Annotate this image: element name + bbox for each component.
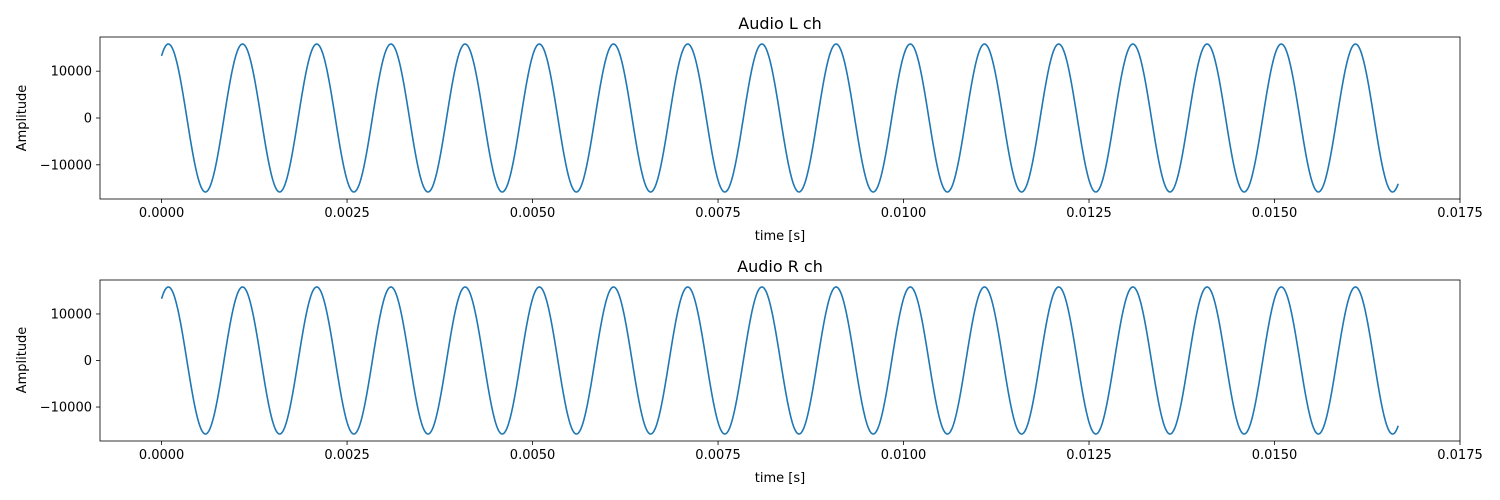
y-axis-ticks: −10000 0 10000 bbox=[40, 65, 100, 173]
chart-title: Audio R ch bbox=[737, 257, 823, 276]
x-axis-label: time [s] bbox=[755, 471, 805, 486]
x-axis-ticks: 0.0000 0.0025 0.0050 0.0075 0.0100 0.0125 0.01… bbox=[139, 441, 1483, 463]
x-tick-label: 0.0000 bbox=[139, 206, 185, 221]
x-tick-label: 0.0175 bbox=[1437, 448, 1483, 463]
y-axis-label: Amplitude bbox=[15, 327, 30, 394]
x-axis-ticks: 0.0000 0.0025 0.0050 0.0075 0.0100 0.0125 0.01… bbox=[139, 199, 1483, 221]
x-tick-label: 0.0175 bbox=[1437, 206, 1483, 221]
series-layer bbox=[160, 43, 1399, 193]
x-tick-label: 0.0150 bbox=[1252, 448, 1298, 463]
chart-left-channel: Audio L ch 0.0000 0.0025 0.0050 0.0075 0.010… bbox=[15, 14, 1483, 244]
x-tick-label: 0.0125 bbox=[1066, 206, 1112, 221]
series-layer bbox=[160, 286, 1399, 435]
chart-title: Audio L ch bbox=[738, 14, 822, 33]
y-axis-ticks: −10000 0 10000 bbox=[40, 307, 100, 416]
x-tick-label: 0.0025 bbox=[324, 206, 370, 221]
x-tick-label: 0.0100 bbox=[881, 448, 927, 463]
x-tick-label: 0.0125 bbox=[1066, 448, 1112, 463]
x-tick-label: 0.0000 bbox=[139, 448, 185, 463]
y-tick-label: 0 bbox=[84, 112, 92, 127]
x-tick-label: 0.0025 bbox=[324, 448, 370, 463]
y-tick-label: −10000 bbox=[40, 401, 92, 416]
y-axis-label: Amplitude bbox=[15, 85, 30, 152]
series-line bbox=[160, 286, 1399, 435]
y-tick-label: 0 bbox=[84, 354, 92, 369]
y-tick-label: −10000 bbox=[40, 158, 92, 173]
x-tick-label: 0.0050 bbox=[510, 448, 556, 463]
x-axis-label: time [s] bbox=[755, 229, 805, 244]
x-tick-label: 0.0075 bbox=[695, 206, 741, 221]
x-tick-label: 0.0150 bbox=[1252, 206, 1298, 221]
series-line bbox=[160, 43, 1399, 193]
y-tick-label: 10000 bbox=[51, 65, 92, 80]
x-tick-label: 0.0075 bbox=[695, 448, 741, 463]
y-tick-label: 10000 bbox=[51, 307, 92, 322]
x-tick-label: 0.0050 bbox=[510, 206, 556, 221]
chart-right-channel: Audio R ch 0.0000 0.0025 0.0050 0.0075 0.010… bbox=[15, 257, 1483, 486]
x-tick-label: 0.0100 bbox=[881, 206, 927, 221]
